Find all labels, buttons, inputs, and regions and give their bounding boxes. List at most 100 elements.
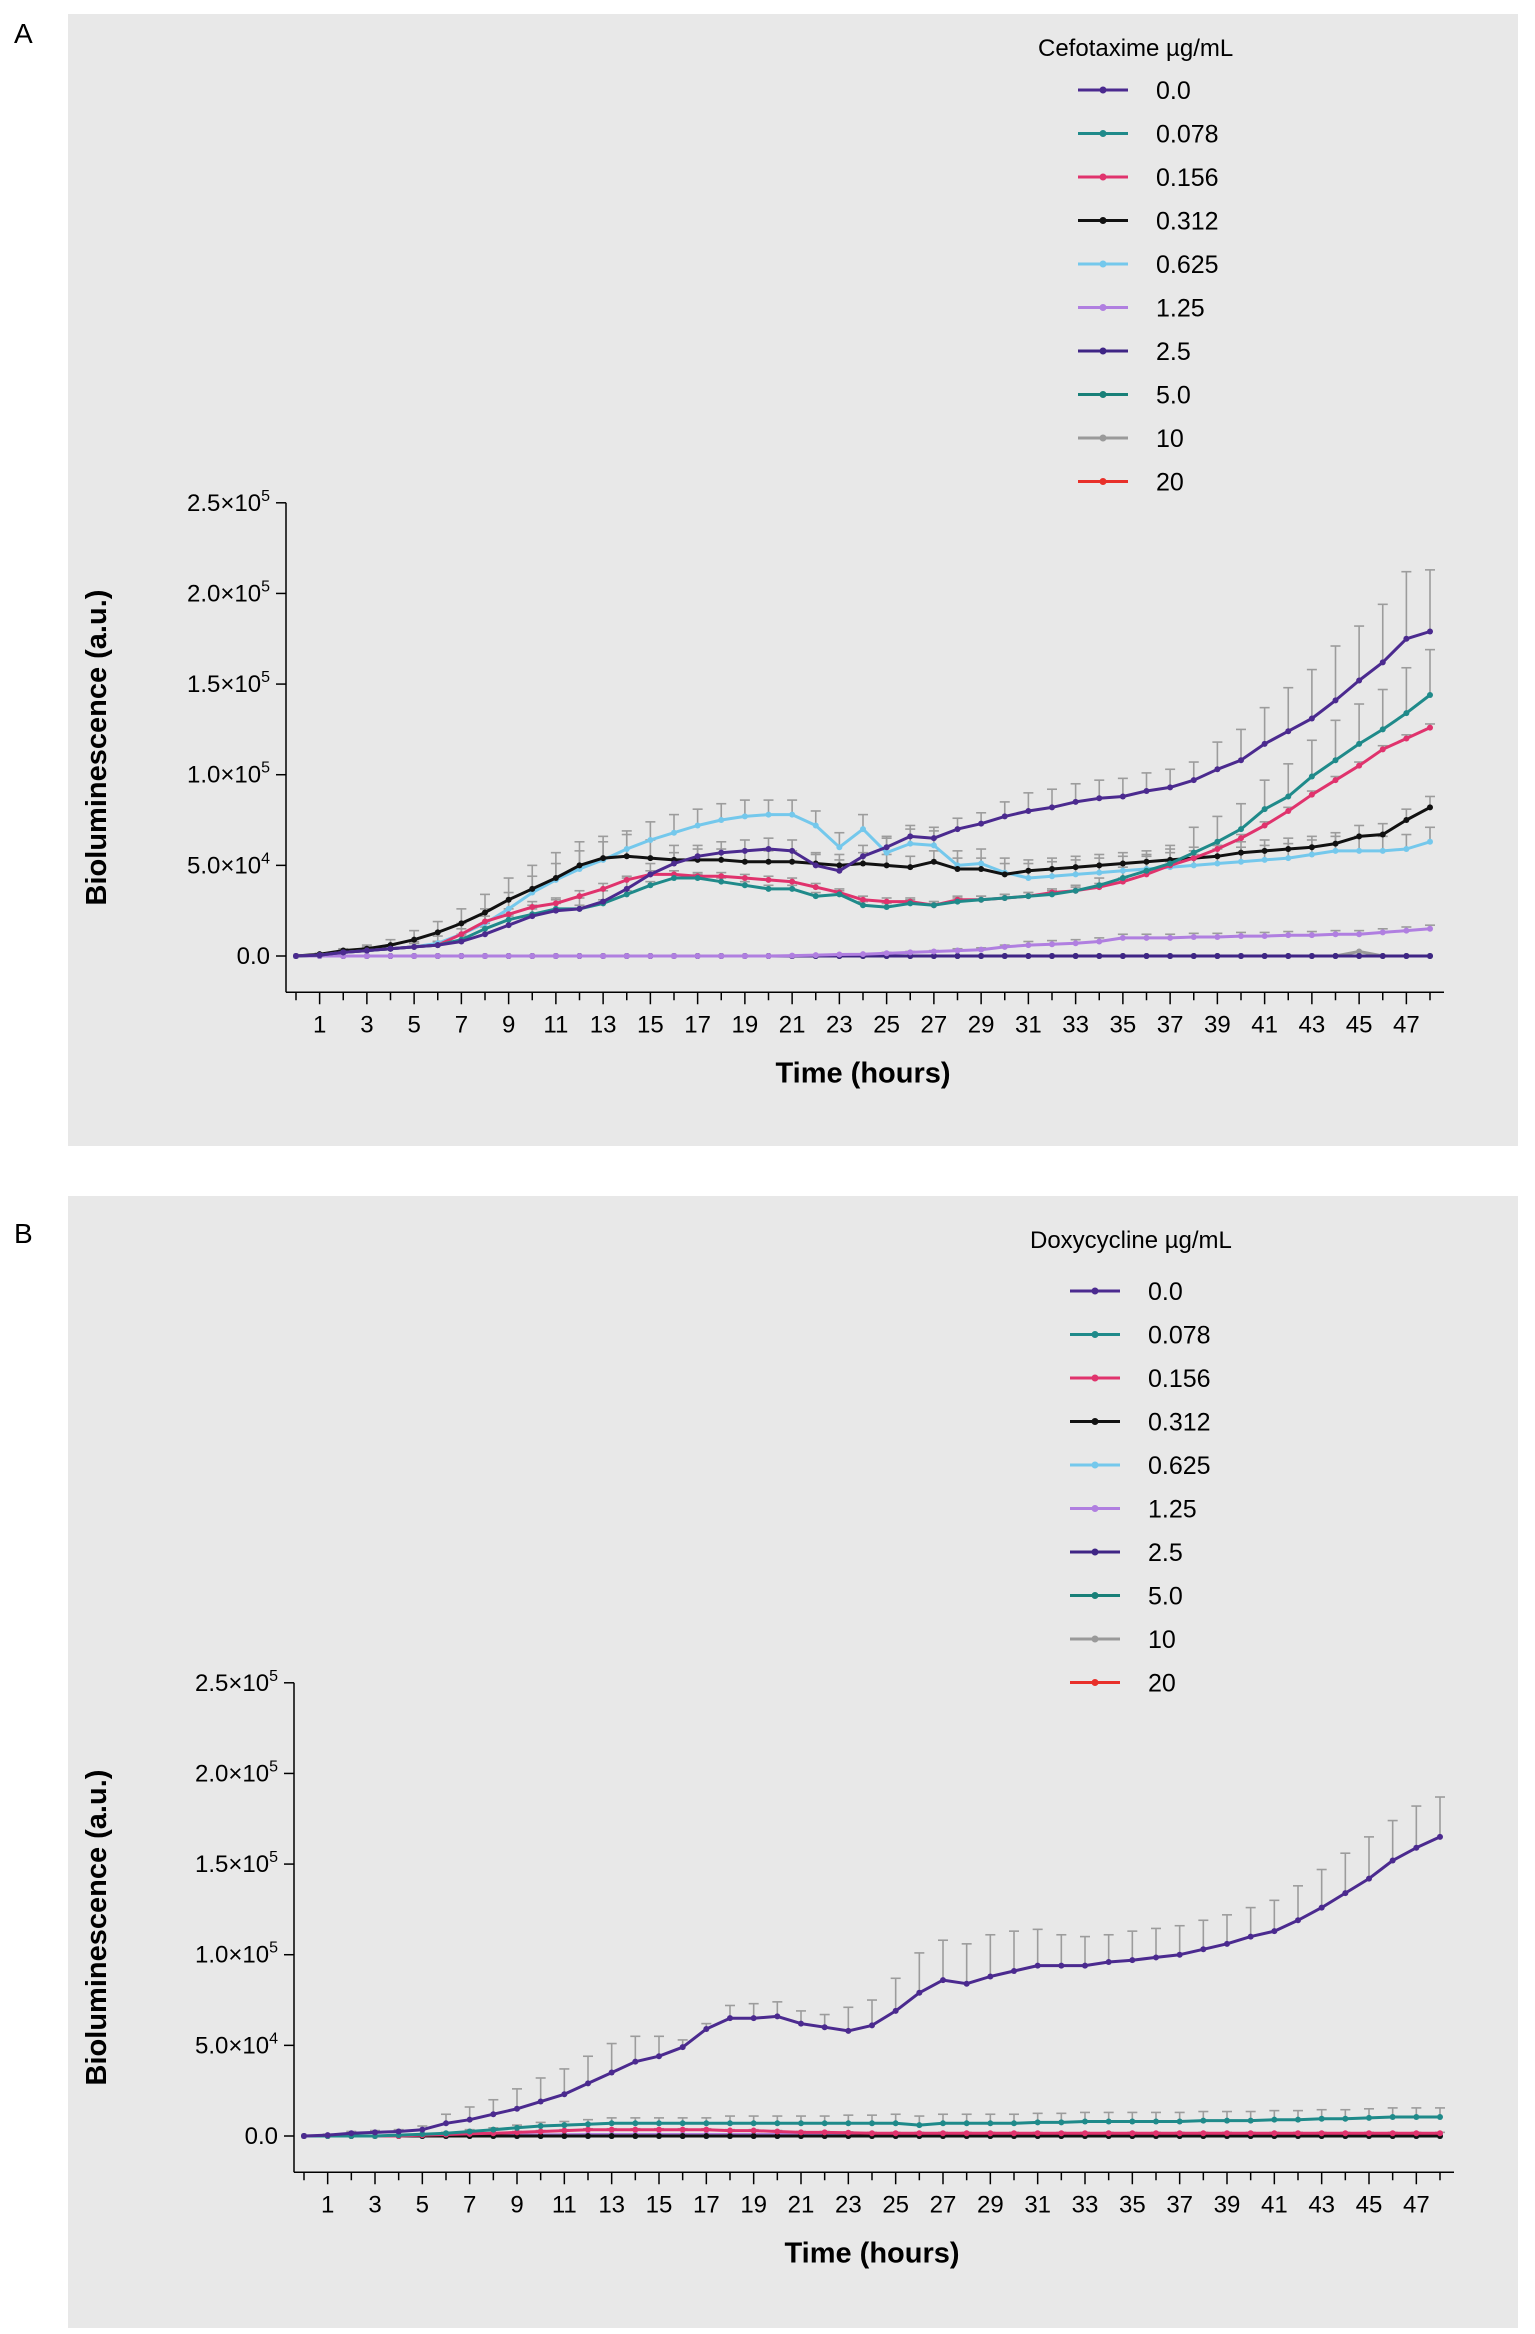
data-point — [789, 847, 796, 854]
y-tick-label: 1.0×105 — [195, 1940, 278, 1969]
x-tick-label: 1 — [313, 1011, 326, 1038]
data-point — [1049, 873, 1055, 880]
data-point — [482, 953, 488, 959]
data-point — [505, 916, 512, 923]
data-point — [1224, 2117, 1230, 2124]
data-point — [647, 882, 654, 889]
data-point — [907, 900, 914, 907]
data-point — [1119, 867, 1126, 874]
data-point — [1224, 1940, 1230, 1947]
data-point — [1389, 2130, 1396, 2137]
data-point — [1049, 804, 1055, 811]
data-point — [647, 953, 654, 959]
data-point — [1332, 931, 1339, 938]
data-point — [812, 952, 819, 959]
data-point — [812, 862, 819, 869]
data-point — [1308, 791, 1315, 798]
data-point — [916, 2122, 923, 2129]
data-point — [940, 2120, 946, 2127]
data-point — [694, 853, 701, 860]
data-point — [514, 2129, 520, 2136]
y-tick-label: 1.5×105 — [187, 669, 270, 698]
data-point — [600, 855, 607, 862]
data-point — [419, 2131, 426, 2138]
legend-swatch-marker — [1099, 173, 1107, 181]
data-point — [434, 953, 441, 959]
y-tick-label-base: 5.0×10 — [195, 2032, 269, 2059]
y-tick-label-exponent: 5 — [269, 1758, 278, 1775]
data-point — [387, 953, 394, 959]
data-point — [679, 2133, 686, 2139]
data-point — [1129, 1957, 1136, 1964]
y-tick-label-exponent: 4 — [261, 850, 270, 867]
x-tick-label: 9 — [502, 1011, 515, 1038]
legend-swatch-marker — [1091, 1331, 1099, 1338]
data-point — [978, 820, 985, 827]
data-point — [798, 2020, 804, 2027]
data-point — [812, 822, 819, 829]
data-point — [1143, 867, 1150, 874]
legend-swatch-marker — [1099, 260, 1107, 268]
x-tick-label: 37 — [1157, 1011, 1184, 1038]
data-point — [883, 898, 890, 905]
data-point — [671, 860, 677, 867]
data-point — [1119, 875, 1126, 882]
x-tick-label: 9 — [510, 2191, 523, 2218]
data-point — [1096, 869, 1103, 876]
data-point — [656, 2133, 662, 2139]
data-point — [978, 946, 985, 953]
data-point — [907, 833, 914, 840]
data-point — [860, 902, 866, 909]
data-point — [434, 942, 441, 949]
legend-swatch-marker — [1091, 1679, 1099, 1686]
data-point — [363, 947, 370, 954]
data-point — [718, 849, 725, 856]
data-point — [552, 875, 559, 882]
legend-label: 2.5 — [1148, 1539, 1183, 1567]
data-point — [907, 840, 914, 847]
legend-swatch-marker — [1099, 304, 1107, 311]
x-tick-label: 13 — [598, 2191, 625, 2218]
data-point — [1427, 628, 1433, 635]
data-point — [411, 953, 418, 959]
data-point — [1153, 2118, 1159, 2125]
data-point — [656, 2126, 662, 2133]
data-point — [892, 2007, 899, 2014]
data-point — [1119, 934, 1126, 941]
data-point — [552, 900, 559, 907]
data-point — [1356, 762, 1363, 769]
data-point — [623, 891, 630, 898]
y-tick-label: 5.0×104 — [187, 850, 270, 879]
x-tick-label: 27 — [921, 1011, 948, 1038]
data-point — [883, 849, 890, 856]
data-point — [860, 853, 866, 860]
data-point — [1427, 691, 1433, 698]
data-point — [869, 2120, 875, 2127]
x-tick-label: 7 — [463, 2191, 476, 2218]
data-point — [443, 2130, 449, 2137]
x-tick-label: 47 — [1403, 2191, 1430, 2218]
x-tick-label: 39 — [1214, 2191, 1241, 2218]
x-tick-label: 45 — [1356, 2191, 1383, 2218]
data-point — [623, 853, 630, 860]
data-point — [1403, 635, 1410, 642]
data-point — [963, 2120, 970, 2127]
data-point — [765, 811, 772, 818]
data-point — [505, 896, 512, 903]
data-point — [694, 875, 701, 882]
data-point — [1049, 953, 1055, 959]
data-point — [1143, 858, 1150, 865]
data-point — [561, 2133, 568, 2139]
data-point — [1011, 2120, 1017, 2127]
data-point — [1238, 858, 1244, 865]
legend-label: 5.0 — [1156, 382, 1191, 410]
data-point — [1247, 2130, 1254, 2137]
data-point — [482, 931, 488, 938]
data-point — [576, 953, 583, 959]
y-tick-label-base: 5.0×10 — [187, 852, 261, 879]
data-point — [845, 2120, 852, 2127]
data-point — [576, 893, 583, 900]
data-point — [458, 920, 465, 927]
data-point — [836, 844, 843, 851]
